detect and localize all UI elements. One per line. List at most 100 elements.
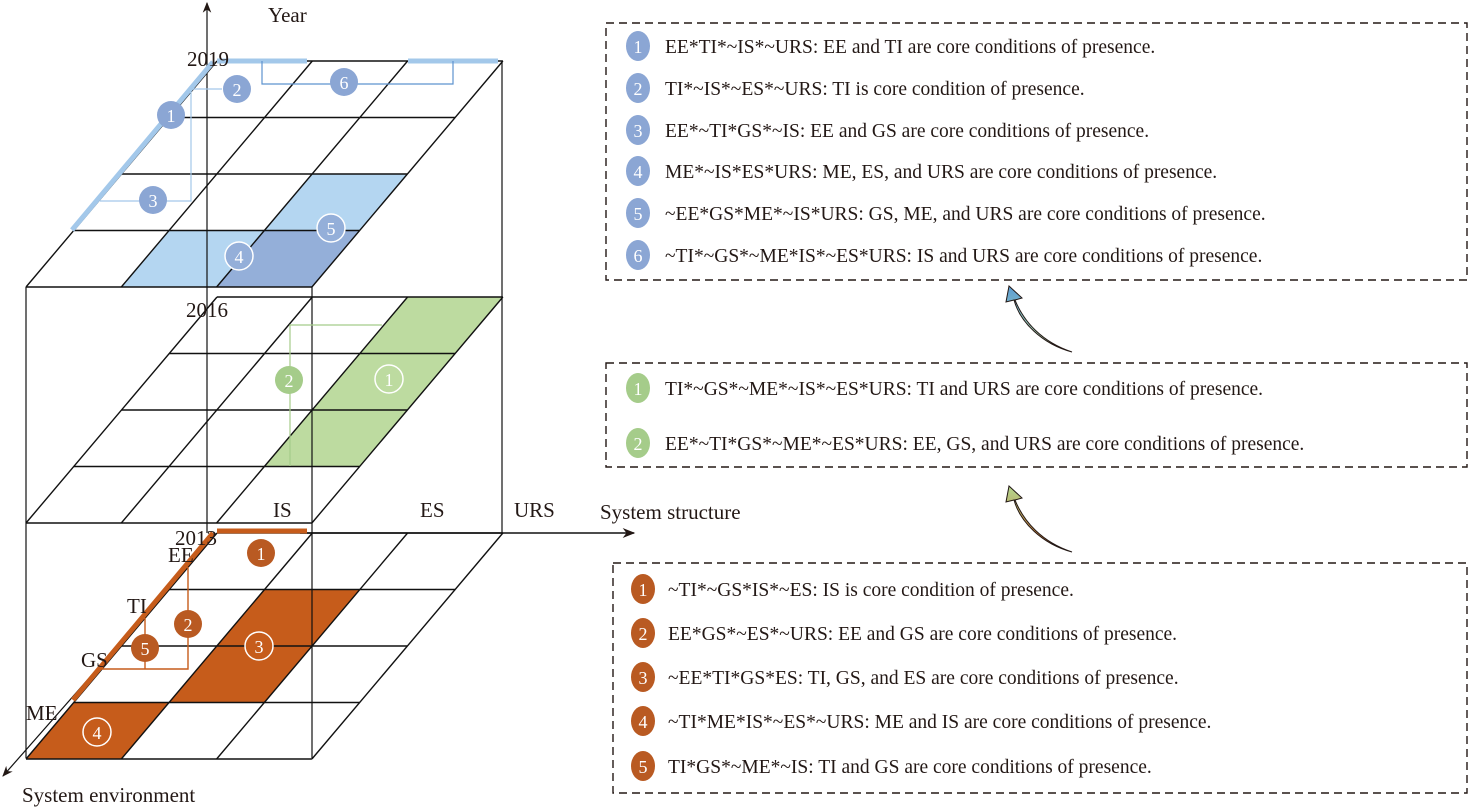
marker-2019-3-icon	[139, 186, 167, 214]
highlighted-cell	[121, 230, 265, 287]
marker-2019-5-icon	[316, 213, 346, 243]
legend-item-text: TI*~GS*~ME*~IS*~ES*URS: TI and URS are c…	[665, 379, 1263, 400]
connector-line	[71, 531, 215, 702]
legend-marker-icon	[631, 574, 655, 604]
legend-marker-number: 4	[634, 162, 643, 182]
legend-marker-number: 3	[634, 121, 643, 141]
marker-number: 2	[184, 615, 193, 635]
legend-marker-number: 4	[639, 712, 648, 732]
grid-column-line	[311, 60, 504, 288]
marker-number: 1	[385, 370, 394, 390]
highlighted-cell	[169, 646, 313, 703]
legend-box-2013	[612, 562, 1468, 794]
legend-item-text: EE*TI*~IS*~URS: EE and TI are core condi…	[665, 37, 1155, 58]
environment-label-ti: TI	[127, 594, 147, 618]
marker-2019-6-icon	[330, 68, 358, 96]
highlighted-cell	[359, 297, 503, 354]
legend-marker-number: 2	[634, 434, 643, 454]
highlighted-cell	[264, 410, 408, 467]
marker-number: 5	[327, 219, 336, 239]
marker-2016-1-icon	[374, 364, 404, 394]
legend-box-2019	[605, 22, 1468, 281]
marker-2019-4-icon	[224, 241, 254, 271]
marker-2013-4-icon	[82, 717, 112, 747]
legend-marker-icon	[626, 428, 650, 458]
legend-item-text: TI*GS*~ME*~IS: TI and GS are core condit…	[668, 757, 1152, 778]
transition-arrow-2013-to-2016-icon	[1005, 485, 1073, 553]
legend-marker-number: 1	[634, 379, 643, 399]
legend-item-text: TI*~IS*~ES*~URS: TI is core condition of…	[665, 79, 1085, 100]
legend-item-text: ~TI*ME*IS*~ES*~URS: ME and IS are core c…	[668, 712, 1211, 733]
structure-label-is: IS	[273, 498, 292, 522]
legend-marker-icon	[631, 618, 655, 648]
legend-marker-number: 2	[634, 79, 643, 99]
marker-2013-1-icon	[247, 539, 275, 567]
marker-number: 1	[257, 544, 266, 564]
environment-label-me: ME	[26, 701, 58, 725]
legend-marker-number: 5	[639, 757, 648, 777]
legend-item-text: ~TI*~GS*~ME*IS*~ES*URS: IS and URS are c…	[665, 246, 1262, 267]
legend-item-text: EE*~TI*GS*~IS: EE and GS are core condit…	[665, 121, 1149, 142]
legend-item-text: EE*GS*~ES*~URS: EE and GS are core condi…	[668, 624, 1177, 645]
marker-number: 1	[167, 106, 176, 126]
legend-marker-icon	[631, 751, 655, 781]
highlighted-cell	[264, 174, 408, 231]
legend-marker-number: 5	[634, 204, 643, 224]
structure-label-urs: URS	[514, 498, 555, 522]
marker-number: 5	[141, 639, 150, 659]
grid-column-line	[311, 532, 504, 760]
marker-number: 3	[149, 191, 158, 211]
legend-item-text: ~TI*~GS*IS*~ES: IS is core condition of …	[668, 580, 1074, 601]
marker-2013-5-icon	[131, 634, 159, 662]
year-label-2019: 2019	[187, 47, 229, 71]
connector-line	[70, 60, 215, 232]
legend-item-text: ~EE*TI*GS*ES: TI, GS, and ES are core co…	[668, 668, 1179, 689]
transition-arrow-2016-to-2019-icon	[1005, 285, 1073, 353]
legend-marker-icon	[631, 662, 655, 692]
marker-number: 4	[93, 723, 102, 743]
system-structure-axis-label: System structure	[600, 500, 741, 524]
legend-marker-icon	[626, 31, 650, 61]
grid-column-line	[120, 532, 313, 760]
legend-marker-icon	[626, 373, 650, 403]
legend-marker-number: 3	[639, 668, 648, 688]
legend-marker-icon	[626, 73, 650, 103]
legend-item-text: ~EE*GS*ME*~IS*URS: GS, ME, and URS are c…	[665, 204, 1266, 225]
year-axis-label: Year	[268, 3, 307, 27]
marker-number: 3	[255, 637, 264, 657]
legend-marker-number: 6	[634, 246, 643, 266]
marker-2013-2-icon	[174, 610, 202, 638]
environment-label-ee: EE	[168, 543, 194, 567]
legend-box-2016	[605, 362, 1468, 468]
legend-marker-icon	[626, 115, 650, 145]
grid-column-line	[25, 296, 218, 524]
marker-2013-3-icon	[244, 631, 274, 661]
marker-2019-2-icon	[223, 75, 251, 103]
highlighted-cell	[216, 589, 360, 646]
marker-2016-2-icon	[275, 366, 303, 394]
legend-marker-number: 1	[634, 37, 643, 57]
legend-item-text: EE*~TI*GS*~ME*~ES*URS: EE, GS, and URS a…	[665, 434, 1304, 455]
highlighted-cell	[216, 230, 360, 287]
legend-marker-number: 2	[639, 624, 648, 644]
grid-column-line	[120, 60, 313, 288]
legend-item-text: ME*~IS*ES*URS: ME, ES, and URS are core …	[665, 162, 1217, 183]
legend-marker-number: 1	[639, 580, 648, 600]
connector-line	[289, 324, 382, 466]
system-environment-axis-label: System environment	[22, 783, 195, 807]
grid-column-line	[120, 296, 313, 524]
legend-marker-icon	[626, 198, 650, 228]
connector-line	[100, 567, 189, 670]
legend-marker-icon	[631, 706, 655, 736]
marker-number: 6	[340, 73, 349, 93]
grid-column-line	[311, 296, 504, 524]
structure-label-es: ES	[420, 498, 445, 522]
environment-label-gs: GS	[81, 648, 108, 672]
marker-2019-1-icon	[157, 101, 185, 129]
year-label-2016: 2016	[186, 298, 228, 322]
year-label-2013: 2013	[175, 526, 217, 550]
marker-number: 2	[285, 371, 294, 391]
marker-number: 2	[233, 80, 242, 100]
